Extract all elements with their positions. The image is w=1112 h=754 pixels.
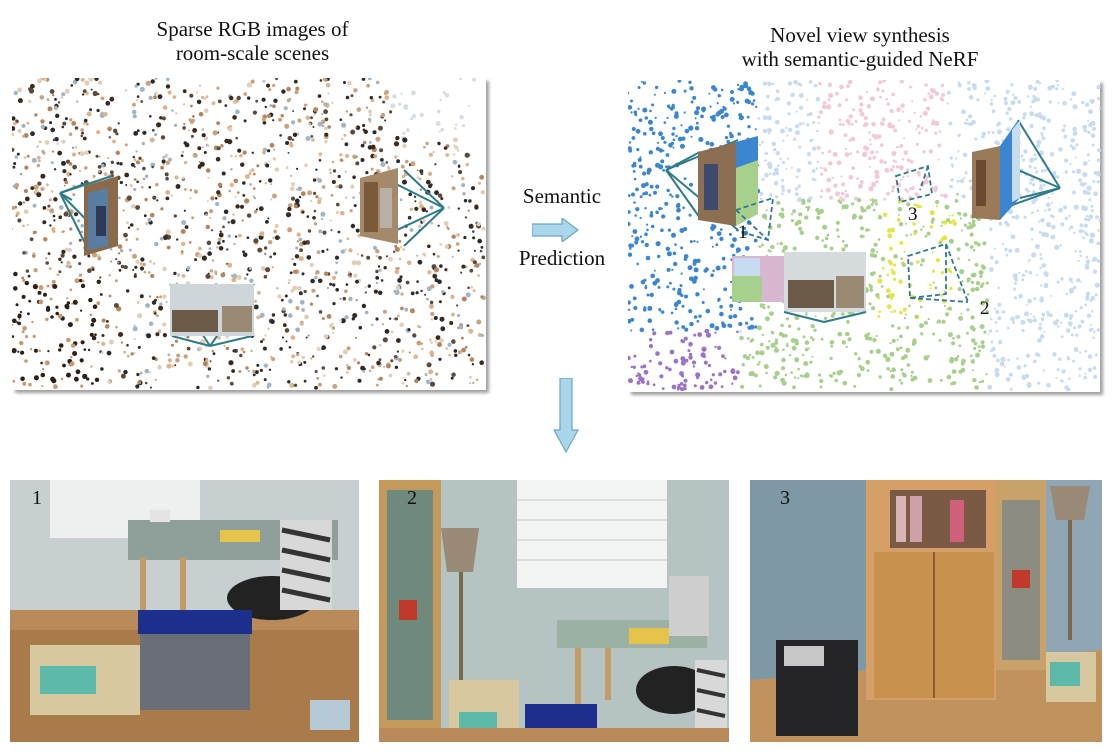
right-arrow-icon — [532, 218, 580, 242]
window-blinds — [517, 480, 667, 588]
novel-view-camera-3 — [894, 164, 934, 204]
novel-view-camera-2 — [907, 242, 969, 303]
camera-bottom-semantic — [732, 256, 784, 302]
view-label-2: 2 — [980, 298, 990, 319]
view-label-1: 1 — [738, 222, 748, 243]
rendered-view-1: 1 — [10, 480, 359, 742]
rendered-view-2: 2 — [379, 480, 729, 742]
camera-image-bottom — [170, 284, 254, 336]
rgb-point-cloud-panel — [12, 78, 492, 396]
rendered-view-3: 3 — [750, 480, 1102, 742]
photo-label-2: 2 — [407, 487, 417, 509]
camera-image-left — [84, 176, 118, 256]
photo-label-1: 1 — [32, 487, 42, 509]
photo-label-3: 3 — [780, 487, 790, 509]
camera-image-right — [360, 168, 398, 244]
left-caption-line1: Sparse RGB images of — [156, 17, 349, 41]
left-caption: Sparse RGB images of room-scale scenes — [95, 17, 410, 65]
lamp-shade — [1050, 486, 1090, 520]
camera-frustum-bottom-right — [783, 311, 867, 323]
plastic-bin — [140, 620, 250, 710]
right-caption-line2: with semantic-guided NeRF — [741, 47, 979, 71]
right-caption: Novel view synthesis with semantic-guide… — [700, 23, 1020, 71]
prediction-label: Prediction — [518, 246, 606, 270]
left-caption-line2: room-scale scenes — [175, 41, 330, 65]
camera-1-semantic — [736, 136, 758, 226]
camera-bottom-image — [784, 252, 866, 312]
semantic-label: Semantic — [522, 184, 602, 208]
lamp-shade — [441, 528, 479, 572]
camera-right-semantic — [1000, 120, 1020, 220]
down-arrow-icon — [553, 378, 579, 454]
novel-view-camera-1 — [735, 196, 775, 242]
camera-1-image — [698, 142, 736, 226]
camera-right-image — [972, 146, 1000, 220]
right-caption-line1: Novel view synthesis — [770, 23, 950, 47]
semantic-nerf-panel: 1 3 2 — [628, 80, 1106, 400]
view-label-3: 3 — [908, 204, 918, 225]
